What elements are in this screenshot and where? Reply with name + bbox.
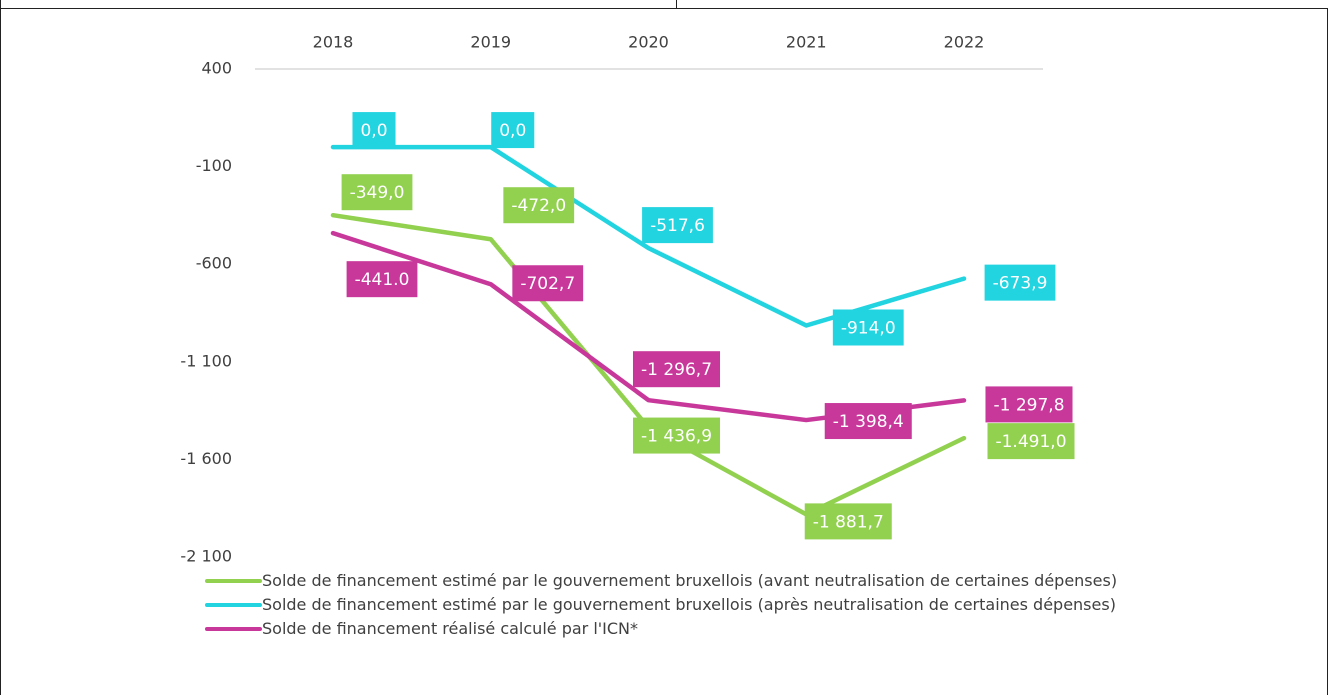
- data-label-text: -1 398,4: [833, 412, 904, 432]
- data-label-text: -1 297,8: [993, 395, 1064, 415]
- data-label: -1 881,7: [804, 503, 892, 540]
- y-tick-label: 400: [201, 59, 232, 78]
- data-label-box: [804, 503, 892, 540]
- data-label: -914,0: [832, 309, 904, 346]
- x-tick-label: 2020: [628, 33, 669, 52]
- data-label-text: -472,0: [511, 196, 566, 216]
- y-tick-label: -600: [196, 254, 232, 273]
- data-label-text: -702,7: [520, 274, 575, 294]
- data-label: 0,0: [352, 112, 396, 149]
- data-label-text: -1.491,0: [995, 432, 1066, 452]
- data-label-text: -1 296,7: [641, 360, 712, 380]
- data-label-box: [985, 386, 1073, 423]
- data-label-box: [512, 265, 584, 302]
- y-tick-label: -1 600: [180, 449, 232, 468]
- data-label-box: [987, 423, 1075, 460]
- data-label: -1 297,8: [985, 386, 1073, 423]
- data-label-box: [346, 261, 418, 298]
- data-label: -1 296,7: [632, 351, 721, 388]
- legend-swatch: [205, 627, 262, 631]
- x-tick-label: 2022: [944, 33, 985, 52]
- data-label-text: -673,9: [993, 274, 1048, 294]
- data-label-text: -441.0: [355, 270, 410, 290]
- data-label-box: [503, 187, 575, 224]
- data-label-box: [984, 264, 1056, 301]
- data-label-text: -349,0: [350, 183, 405, 203]
- data-label-box: [642, 207, 713, 244]
- legend-swatch: [205, 579, 262, 583]
- data-label-text: -1 436,9: [641, 427, 712, 447]
- data-label-text: -914,0: [841, 318, 896, 338]
- data-label-text: 0,0: [360, 121, 387, 141]
- legend-item: Solde de financement estimé par le gouve…: [205, 570, 1165, 592]
- data-label: -1 436,9: [632, 417, 721, 454]
- legend-item: Solde de financement réalisé calculé par…: [205, 618, 1165, 640]
- data-label: -517,6: [642, 207, 713, 244]
- data-label: 0,0: [491, 112, 535, 149]
- x-tick-label: 2021: [786, 33, 827, 52]
- legend-label: Solde de financement estimé par le gouve…: [262, 571, 1118, 590]
- data-label-box: [824, 403, 912, 440]
- data-label: -441.0: [346, 261, 418, 298]
- legend-item: Solde de financement estimé par le gouve…: [205, 594, 1165, 616]
- data-label: -702,7: [512, 265, 584, 302]
- data-label-box: [491, 112, 535, 149]
- data-label-box: [632, 417, 721, 454]
- data-label: -1 398,4: [824, 403, 912, 440]
- data-label: -472,0: [503, 187, 575, 224]
- data-label-text: -1 881,7: [813, 512, 884, 532]
- data-label-box: [352, 112, 396, 149]
- data-label-box: [632, 351, 721, 388]
- data-label: -673,9: [984, 264, 1056, 301]
- legend-label: Solde de financement estimé par le gouve…: [262, 595, 1116, 614]
- legend-label: Solde de financement réalisé calculé par…: [262, 619, 639, 638]
- legend: Solde de financement estimé par le gouve…: [205, 570, 1165, 642]
- y-tick-label: -100: [196, 156, 232, 175]
- data-label-box: [341, 174, 413, 211]
- y-tick-label: -1 100: [180, 351, 232, 370]
- data-label-text: 0,0: [499, 121, 526, 141]
- data-label: -1.491,0: [987, 423, 1075, 460]
- frame: [676, 0, 1328, 9]
- legend-swatch: [205, 603, 262, 607]
- x-tick-label: 2018: [313, 33, 354, 52]
- data-label: -349,0: [341, 174, 413, 211]
- y-tick-label: -2 100: [180, 547, 232, 566]
- data-label-text: -517,6: [650, 216, 705, 236]
- x-tick-label: 2019: [470, 33, 511, 52]
- data-label-box: [832, 309, 904, 346]
